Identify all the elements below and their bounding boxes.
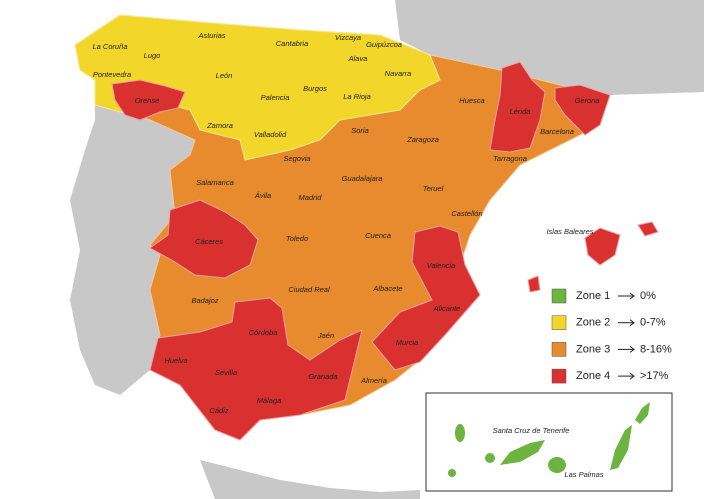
province-label: Málaga [257,396,282,405]
province-label: La Coruña [92,42,127,51]
legend-arrow-head [629,372,635,380]
province-label: Huesca [459,96,484,105]
province-label: Santa Cruz de Tenerife [493,426,570,435]
province-label: Asturias [197,31,225,40]
province-label: Jaén [317,331,334,340]
province-label: Pontevedra [93,70,131,79]
legend-arrow-head [629,345,635,353]
canary-inset [425,392,673,492]
province-label: Murcia [396,338,419,347]
province-label: Alicante [433,304,461,313]
province-label: Almería [360,376,387,385]
province-label: Lugo [144,51,161,60]
province-label: Cuenca [365,231,391,240]
legend-arrow-head [629,292,635,300]
province-label: La Rioja [343,92,371,101]
island [610,425,632,470]
province-label: Las Palmas [564,470,603,479]
island [500,440,545,465]
legend-range: 8-16% [640,343,672,355]
province-label: Orense [135,96,160,105]
province-label: Valladolid [254,130,287,139]
province-label: Soria [351,126,369,135]
province-label: Madrid [299,193,323,202]
province-label: Palencia [261,93,290,102]
province-label: Islas Baleares [546,227,593,236]
province-label: Barcelona [540,127,574,136]
province-label: Navarra [385,69,412,78]
province-label: Córdoba [249,328,278,337]
province-label: Albacete [372,284,402,293]
africa [200,460,420,499]
zone-4-region [489,61,546,153]
province-label: Ciudad Real [288,285,330,294]
province-label: Granada [308,372,337,381]
legend-swatch [551,342,567,357]
island [485,453,495,463]
province-label: Ávila [254,191,271,200]
province-label: Toledo [286,234,308,243]
province-label: Cáceres [195,237,223,246]
province-label: Lérida [510,107,531,116]
legend-range: >17% [640,370,669,382]
province-label: Guipúzcoa [366,40,402,49]
province-label: Segovia [283,154,310,163]
province-label: Tarragona [493,154,527,163]
legend-swatch [551,368,567,384]
province-label: Zamora [206,121,233,130]
province-label: Zaragoza [406,135,439,144]
island [635,402,650,424]
zone-4-region [584,227,621,266]
legend-arrow-head [629,319,635,327]
zone-2-region [74,14,441,161]
portugal [70,105,195,395]
legend-swatch [551,288,567,304]
zone-4-region [554,84,611,136]
province-label: Castellón [451,209,482,218]
zone-4-region [371,225,481,371]
island [548,457,566,473]
province-label: Badajoz [191,296,218,305]
province-label: Gerona [574,96,599,105]
province-label: Salamanca [196,178,234,187]
zone-4-region [637,221,659,237]
province-label: Vizcaya [335,33,361,42]
france [395,0,704,95]
province-label: Burgos [303,84,327,93]
legend-swatch [551,315,567,330]
zone-4-region [149,199,259,279]
province-label: Alava [348,54,368,63]
legend-label: Zone 2 [576,317,610,329]
island [455,424,465,442]
province-label: Huelva [164,356,187,365]
zone-4-region [111,79,186,121]
province-label: León [216,71,233,80]
legend-range: 0% [640,290,656,302]
legend-label: Zone 4 [576,370,610,382]
province-label: Guadalajara [342,174,383,183]
province-label: Cantabria [276,39,309,48]
island [448,469,456,477]
province-label: Sevilla [215,368,237,377]
legend-label: Zone 1 [576,290,610,302]
zone-4-region [149,297,363,441]
province-label: Teruel [423,184,444,193]
legend-label: Zone 3 [576,343,610,355]
province-label: Valencia [427,261,456,270]
province-label: Cádiz [209,406,228,415]
zone-4-region [527,275,541,293]
legend-range: 0-7% [640,317,666,329]
